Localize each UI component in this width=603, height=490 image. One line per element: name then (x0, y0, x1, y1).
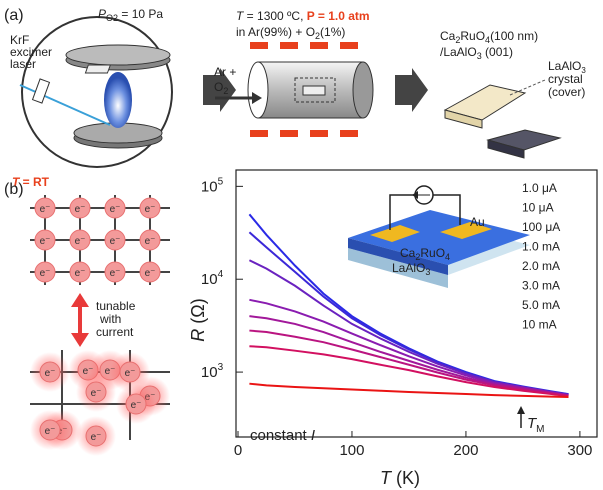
text-part: crystal (548, 72, 583, 86)
text-part: (1%) (320, 25, 345, 39)
x-tick-label: 100 (339, 442, 364, 459)
text-part: Ca (400, 246, 416, 260)
pressure-label: PO2 = 10 Pa (98, 7, 163, 23)
text-part: = RT (19, 175, 49, 189)
legend-label: 100 μA (522, 220, 560, 234)
anneal-label: T = 1300 ºC, P = 1.0 atm (236, 9, 370, 23)
tick-exponent: 5 (218, 176, 224, 187)
x-tick-label: 200 (453, 442, 478, 459)
text-part: (K) (391, 468, 420, 488)
text-part: I (311, 427, 315, 444)
text-part: P = 1.0 atm (307, 9, 370, 23)
legend-label: 10 μA (522, 201, 554, 215)
electron-label: e⁻ (91, 388, 102, 399)
sample-label: /LaAlO3 (001) (440, 45, 513, 61)
annotation: TM (527, 415, 545, 435)
tick-base: 10 (201, 178, 218, 195)
legend-label: 5.0 mA (522, 298, 560, 312)
panel-label: (a) (4, 7, 24, 24)
text-part: constant (250, 427, 311, 444)
text-part: R (188, 329, 208, 342)
anneal-gas: in Ar(99%) + O2(1%) (236, 25, 345, 41)
panel-label: (b) (4, 181, 24, 198)
legend-label: 1.0 mA (522, 240, 560, 254)
electron-label: e⁻ (110, 268, 121, 279)
text-part: Ca (440, 29, 456, 43)
text-part: LaAlO (548, 59, 581, 73)
inset-label: LaAlO3 (392, 261, 430, 277)
text-part: O2 (106, 13, 118, 23)
text-part: Ar + (214, 65, 236, 79)
electron-label: e⁻ (40, 236, 51, 247)
text-part: 4 (445, 252, 450, 262)
electron-label: e⁻ (75, 236, 86, 247)
y-tick-label: 103 (201, 362, 224, 381)
legend-label: 2.0 mA (522, 259, 560, 273)
electron-label: e⁻ (145, 268, 156, 279)
text-part: (100 nm) (490, 29, 538, 43)
text-part: (cover) (548, 85, 585, 99)
tick-base: 10 (201, 271, 218, 288)
electron-label: e⁻ (75, 204, 86, 215)
inset-label: Ca2RuO4 (400, 246, 450, 262)
tm-arrow (517, 406, 525, 428)
x-tick-label: 0 (234, 442, 242, 459)
text-part: (Ω) (188, 298, 208, 328)
electron-label: e⁻ (40, 204, 51, 215)
x-axis-label: T (K) (380, 468, 420, 488)
electron-label: e⁻ (145, 204, 156, 215)
legend-label: 3.0 mA (522, 279, 560, 293)
text-part: = 10 Pa (118, 7, 163, 21)
text-part: M (536, 424, 544, 435)
electron-label: e⁻ (45, 426, 56, 437)
text-part: in Ar(99%) + O (236, 25, 315, 39)
annotation: constant I (250, 427, 315, 444)
electron-label: e⁻ (75, 268, 86, 279)
tick-exponent: 4 (218, 269, 224, 280)
electron-label: e⁻ (125, 368, 136, 379)
text-part: O (214, 80, 223, 94)
electron-label: e⁻ (45, 368, 56, 379)
text-line: current (96, 325, 134, 339)
y-tick-label: 105 (201, 176, 224, 195)
y-tick-label: 104 (201, 269, 224, 288)
text-part: 3 (425, 267, 430, 277)
x-tick-label: 300 (567, 442, 592, 459)
inset-label: Au (470, 215, 485, 229)
inset (348, 186, 530, 288)
text-part: LaAlO (392, 261, 425, 275)
electron-label: e⁻ (110, 236, 121, 247)
text-line: tunable (96, 299, 136, 313)
text-part: (001) (482, 45, 513, 59)
arrow (71, 293, 89, 347)
electron-label: e⁻ (40, 268, 51, 279)
text-part: RuO (460, 29, 485, 43)
text-part: P (98, 7, 106, 21)
y-axis-label: R (Ω) (188, 298, 208, 341)
tick-base: 10 (201, 364, 218, 381)
text-part: RuO (420, 246, 445, 260)
text-line: with (99, 312, 121, 326)
text-part: /LaAlO (440, 45, 477, 59)
tick-exponent: 3 (218, 362, 224, 373)
text-part: = 1300 ºC, (243, 9, 306, 23)
electron-label: e⁻ (91, 432, 102, 443)
text-part: 2 (223, 86, 228, 96)
legend-label: 10 mA (522, 318, 557, 332)
series-line (249, 260, 568, 394)
text-line: laser (10, 57, 36, 71)
electron-label: e⁻ (145, 236, 156, 247)
sample-label: Ca2RuO4(100 nm) (440, 29, 538, 45)
electron-label: e⁻ (131, 400, 142, 411)
legend-label: 1.0 μA (522, 181, 557, 195)
figure: (a) KrFexcimerlaser PO2 = 10 Pa T = RT T… (0, 0, 603, 490)
electron-label: e⁻ (110, 204, 121, 215)
